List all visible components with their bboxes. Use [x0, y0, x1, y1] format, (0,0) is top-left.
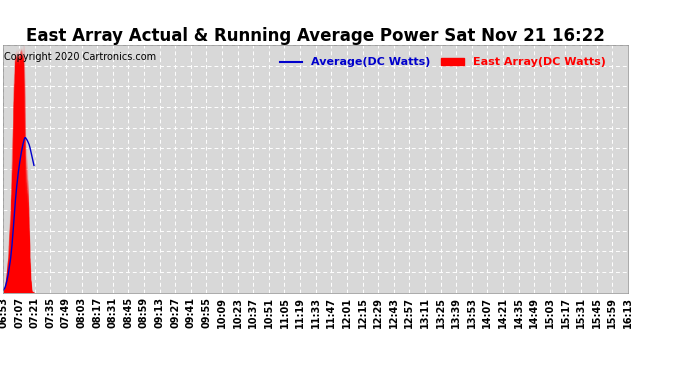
- Title: East Array Actual & Running Average Power Sat Nov 21 16:22: East Array Actual & Running Average Powe…: [26, 27, 605, 45]
- Text: Copyright 2020 Cartronics.com: Copyright 2020 Cartronics.com: [4, 53, 156, 62]
- Legend: Average(DC Watts), East Array(DC Watts): Average(DC Watts), East Array(DC Watts): [275, 53, 610, 72]
